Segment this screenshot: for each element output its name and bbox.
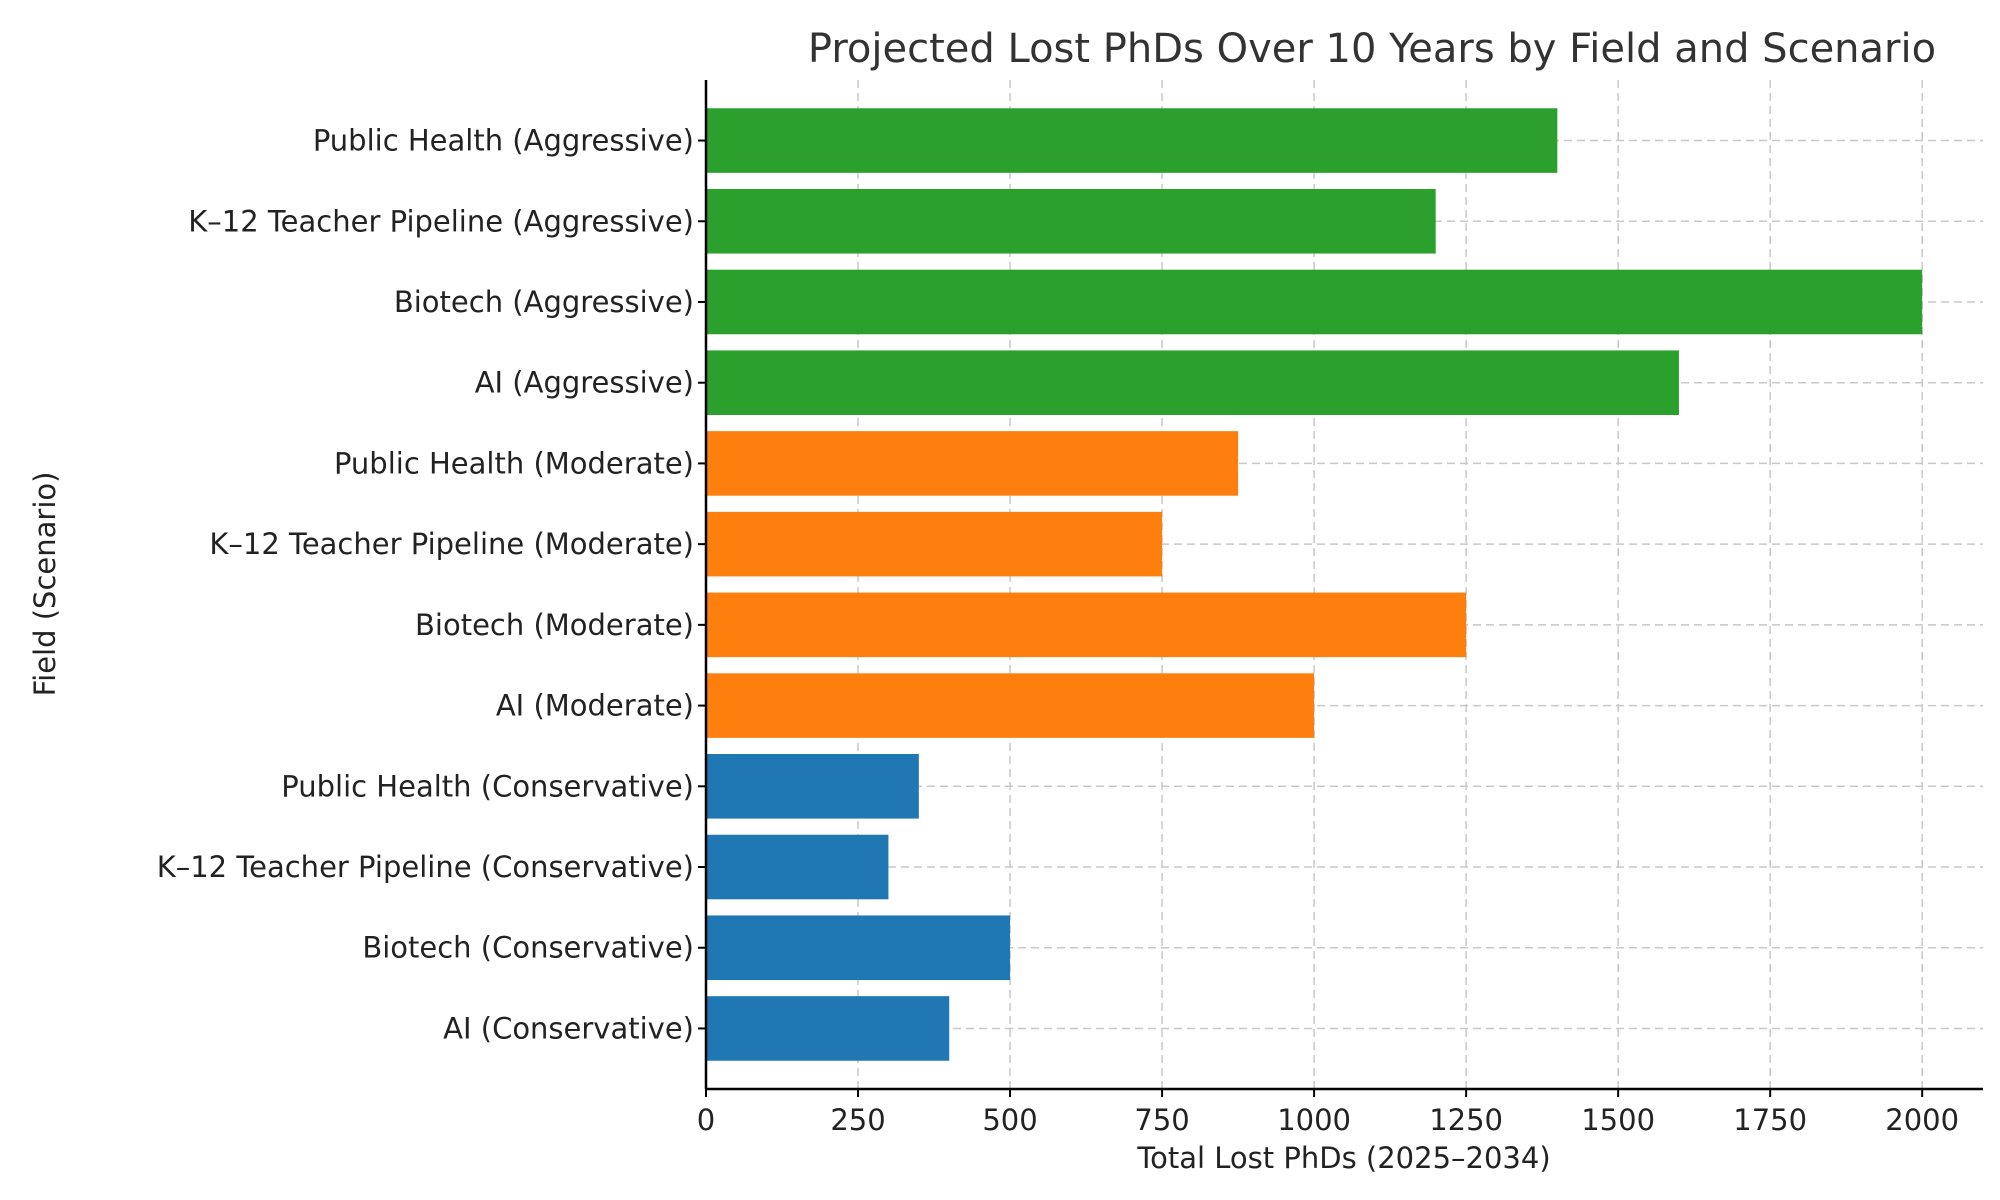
bar (706, 431, 1239, 496)
bar (706, 834, 889, 900)
x-tick-label: 0 (697, 1103, 715, 1137)
y-tick-label: AI (Aggressive) (475, 366, 694, 400)
x-tick-labels: 0 250 500 750 1000 1250 1500 1750 2000 (697, 1089, 1959, 1137)
y-tick-label: AI (Moderate) (496, 689, 694, 723)
y-tick-label: K–12 Teacher Pipeline (Conservative) (157, 850, 694, 884)
y-tick-label: K–12 Teacher Pipeline (Aggressive) (188, 204, 694, 238)
y-tick-label: Public Health (Moderate) (334, 446, 694, 480)
x-tick-label: 750 (1134, 1103, 1189, 1137)
x-tick-label: 1000 (1277, 1103, 1351, 1137)
y-tick-label: Public Health (Conservative) (281, 769, 694, 803)
bar (706, 350, 1679, 415)
x-axis-label: Total Lost PhDs (2025–2034) (1136, 1141, 1550, 1175)
bar (706, 269, 1923, 335)
y-tick-label: AI (Conservative) (443, 1011, 694, 1045)
bar (706, 511, 1163, 577)
bar (706, 754, 919, 819)
bar (706, 108, 1558, 173)
y-tick-label: Public Health (Aggressive) (313, 124, 694, 158)
y-tick-label: Biotech (Conservative) (362, 931, 694, 965)
bars-layer (706, 108, 1923, 1061)
bar (706, 673, 1315, 738)
x-tick-label: 2000 (1885, 1103, 1959, 1137)
x-tick-label: 1500 (1581, 1103, 1655, 1137)
x-tick-label: 1750 (1733, 1103, 1807, 1137)
y-tick-label: Biotech (Moderate) (415, 608, 694, 642)
bar (706, 996, 950, 1061)
bar (706, 915, 1011, 981)
x-tick-label: 500 (982, 1103, 1037, 1137)
x-tick-label: 1250 (1429, 1103, 1503, 1137)
y-tick-label: K–12 Teacher Pipeline (Moderate) (209, 527, 694, 561)
chart-title: Projected Lost PhDs Over 10 Years by Fie… (808, 26, 1936, 72)
bar (706, 188, 1436, 254)
y-tick-label: Biotech (Aggressive) (394, 285, 694, 319)
y-axis-label: Field (Scenario) (28, 472, 62, 697)
x-tick-label: 250 (830, 1103, 885, 1137)
y-tick-labels: AI (Conservative) Biotech (Conservative) K… (157, 124, 706, 1045)
bar (706, 592, 1467, 658)
